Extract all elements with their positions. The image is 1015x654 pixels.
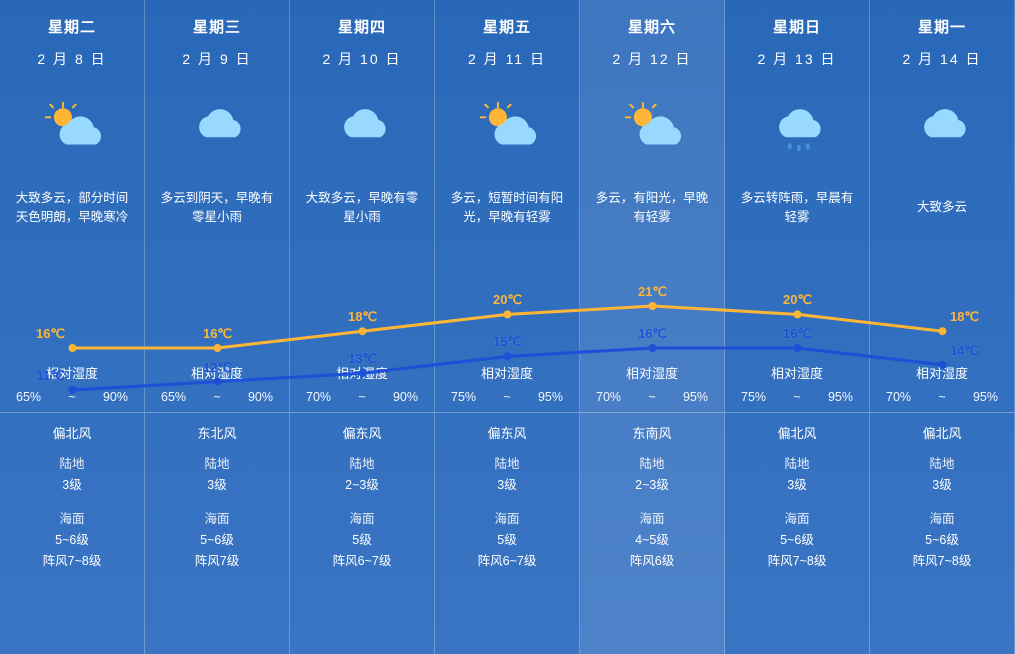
humidity-label: 相对湿度 bbox=[4, 363, 140, 382]
temp-low-label: 16℃ bbox=[783, 326, 812, 342]
temp-high-label: 20℃ bbox=[783, 292, 812, 308]
wind-direction: 偏北风 bbox=[4, 423, 140, 442]
wind-direction: 偏北风 bbox=[729, 423, 865, 442]
weekday-label: 星期五 bbox=[439, 16, 575, 37]
weather-icon bbox=[4, 95, 140, 165]
temp-low-label: 11℃ bbox=[36, 368, 64, 384]
wind-land: 陆地 3级 bbox=[439, 454, 575, 497]
chart-zone bbox=[4, 237, 140, 357]
weather-icon bbox=[149, 95, 285, 165]
separator bbox=[435, 412, 579, 413]
wind-direction: 东北风 bbox=[149, 423, 285, 442]
weather-icon bbox=[294, 95, 430, 165]
separator bbox=[870, 412, 1014, 413]
day-column[interactable]: 星期二 2 月 8 日 大致多云，部分时间天色明朗，早晚寒冷 相对湿度 65% … bbox=[0, 0, 145, 654]
weather-icon bbox=[439, 95, 575, 165]
wind-direction: 偏东风 bbox=[439, 423, 575, 442]
date-label: 2 月 11 日 bbox=[439, 49, 575, 69]
weather-desc: 大致多云 bbox=[874, 179, 1010, 237]
humidity-value: 75% ~ 95% bbox=[729, 390, 865, 404]
humidity-label: 相对湿度 bbox=[439, 363, 575, 382]
temp-high-label: 16℃ bbox=[203, 326, 232, 342]
weather-icon bbox=[584, 95, 720, 165]
weather-desc: 多云，短暂时间有阳光，早晚有轻雾 bbox=[439, 179, 575, 237]
day-column[interactable]: 星期四 2 月 10 日 大致多云，早晚有零星小雨 相对湿度 70% ~ 90%… bbox=[290, 0, 435, 654]
date-label: 2 月 13 日 bbox=[729, 49, 865, 69]
temp-low-label: 15℃ bbox=[493, 334, 522, 350]
wind-direction: 偏北风 bbox=[874, 423, 1010, 442]
wind-sea: 海面 5~6级 阵风7~8级 bbox=[729, 509, 865, 573]
day-column[interactable]: 星期五 2 月 11 日 多云，短暂时间有阳光，早晚有轻雾 相对湿度 75% ~… bbox=[435, 0, 580, 654]
wind-sea: 海面 5~6级 阵风7级 bbox=[149, 509, 285, 573]
day-column[interactable]: 星期一 2 月 14 日 大致多云 相对湿度 70% ~ 95% 偏北风 陆地 … bbox=[870, 0, 1015, 654]
forecast-container: 星期二 2 月 8 日 大致多云，部分时间天色明朗，早晚寒冷 相对湿度 65% … bbox=[0, 0, 1015, 654]
temp-high-label: 21℃ bbox=[638, 284, 667, 300]
temp-low-label: 13℃ bbox=[348, 351, 377, 367]
temp-low-label: 12℃ bbox=[203, 360, 232, 376]
wind-land: 陆地 2~3级 bbox=[584, 454, 720, 497]
humidity-value: 70% ~ 95% bbox=[584, 390, 720, 404]
weather-desc: 多云，有阳光，早晚有轻雾 bbox=[584, 179, 720, 237]
separator bbox=[290, 412, 434, 413]
separator bbox=[145, 412, 289, 413]
temp-high-label: 18℃ bbox=[950, 309, 979, 325]
separator bbox=[725, 412, 869, 413]
humidity-value: 65% ~ 90% bbox=[4, 390, 140, 404]
humidity-value: 70% ~ 90% bbox=[294, 390, 430, 404]
temp-low-label: 16℃ bbox=[638, 326, 667, 342]
wind-direction: 偏东风 bbox=[294, 423, 430, 442]
weather-desc: 大致多云，部分时间天色明朗，早晚寒冷 bbox=[4, 179, 140, 237]
weather-icon bbox=[729, 95, 865, 165]
date-label: 2 月 14 日 bbox=[874, 49, 1010, 69]
temp-low-label: 14℃ bbox=[950, 343, 979, 359]
wind-sea: 海面 5~6级 阵风7~8级 bbox=[4, 509, 140, 573]
humidity-label: 相对湿度 bbox=[729, 363, 865, 382]
humidity-label: 相对湿度 bbox=[874, 363, 1010, 382]
wind-land: 陆地 2~3级 bbox=[294, 454, 430, 497]
temp-high-label: 16℃ bbox=[36, 326, 65, 342]
wind-sea: 海面 5级 阵风6~7级 bbox=[294, 509, 430, 573]
wind-sea: 海面 4~5级 阵风6级 bbox=[584, 509, 720, 573]
date-label: 2 月 9 日 bbox=[149, 49, 285, 69]
humidity-value: 65% ~ 90% bbox=[149, 390, 285, 404]
temp-high-label: 20℃ bbox=[493, 292, 522, 308]
date-label: 2 月 10 日 bbox=[294, 49, 430, 69]
weekday-label: 星期六 bbox=[584, 16, 720, 37]
wind-land: 陆地 3级 bbox=[149, 454, 285, 497]
wind-land: 陆地 3级 bbox=[4, 454, 140, 497]
weather-desc: 多云到阴天，早晚有零星小雨 bbox=[149, 179, 285, 237]
humidity-value: 70% ~ 95% bbox=[874, 390, 1010, 404]
wind-direction: 东南风 bbox=[584, 423, 720, 442]
chart-zone bbox=[294, 237, 430, 357]
humidity-value: 75% ~ 95% bbox=[439, 390, 575, 404]
date-label: 2 月 12 日 bbox=[584, 49, 720, 69]
wind-sea: 海面 5~6级 阵风7~8级 bbox=[874, 509, 1010, 573]
separator bbox=[580, 412, 724, 413]
weekday-label: 星期一 bbox=[874, 16, 1010, 37]
weekday-label: 星期四 bbox=[294, 16, 430, 37]
wind-land: 陆地 3级 bbox=[729, 454, 865, 497]
separator bbox=[0, 412, 144, 413]
weather-desc: 大致多云，早晚有零星小雨 bbox=[294, 179, 430, 237]
chart-zone bbox=[874, 237, 1010, 357]
weekday-label: 星期二 bbox=[4, 16, 140, 37]
temp-high-label: 18℃ bbox=[348, 309, 377, 325]
date-label: 2 月 8 日 bbox=[4, 49, 140, 69]
weather-icon bbox=[874, 95, 1010, 165]
wind-sea: 海面 5级 阵风6~7级 bbox=[439, 509, 575, 573]
weather-desc: 多云转阵雨，早晨有轻雾 bbox=[729, 179, 865, 237]
weekday-label: 星期三 bbox=[149, 16, 285, 37]
humidity-label: 相对湿度 bbox=[584, 363, 720, 382]
wind-land: 陆地 3级 bbox=[874, 454, 1010, 497]
weekday-label: 星期日 bbox=[729, 16, 865, 37]
